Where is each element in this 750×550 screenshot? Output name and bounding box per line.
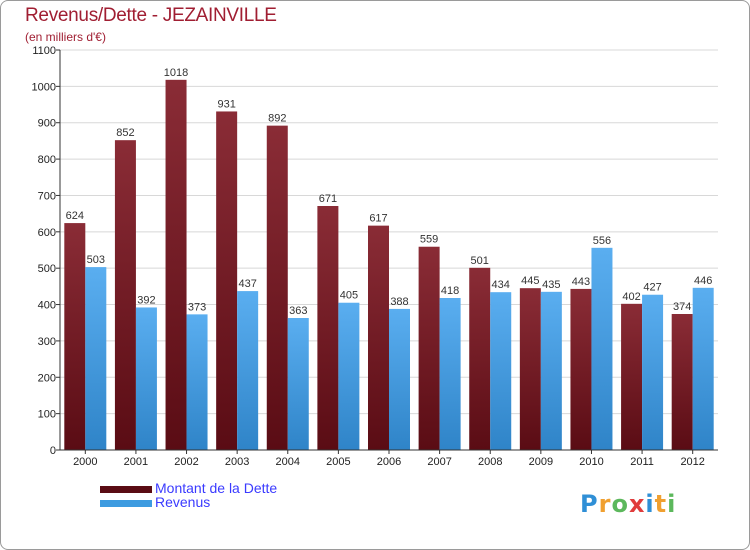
- data-label: 435: [542, 279, 560, 291]
- data-label: 402: [622, 291, 640, 303]
- x-tick-label: 2007: [427, 456, 451, 468]
- data-label: 437: [238, 278, 256, 290]
- bar-revenus: [85, 267, 107, 450]
- data-label: 1018: [164, 67, 188, 79]
- logo-letter: i: [667, 490, 677, 518]
- chart-subtitle: (en milliers d'€): [25, 30, 106, 44]
- bar-revenus: [439, 298, 461, 450]
- data-label: 931: [217, 98, 235, 110]
- data-label: 363: [289, 305, 307, 317]
- bar-revenus: [692, 287, 714, 450]
- bar-dette: [621, 303, 643, 450]
- x-tick-label: 2002: [174, 456, 198, 468]
- bar-dette: [368, 225, 389, 450]
- y-tick-label: 900: [38, 118, 56, 130]
- bars: [64, 79, 714, 451]
- y-tick-label: 1100: [32, 45, 56, 57]
- logo-letter: r: [598, 490, 612, 518]
- chart-title: Revenus/Dette - JEZAINVILLE: [25, 5, 277, 26]
- data-label: 892: [268, 113, 286, 125]
- bar-revenus: [287, 318, 309, 450]
- y-tick-label: 600: [38, 227, 56, 239]
- bar-dette: [114, 140, 136, 450]
- x-tick-label: 2003: [225, 456, 249, 468]
- data-label: 671: [319, 193, 337, 205]
- bar-dette: [671, 314, 693, 450]
- logo-letter: i: [645, 490, 655, 518]
- data-label: 446: [694, 275, 712, 287]
- x-tick-label: 2009: [529, 456, 553, 468]
- data-label: 556: [593, 235, 611, 247]
- bar-dette: [469, 267, 491, 450]
- x-tick-label: 2005: [326, 456, 350, 468]
- legend-swatch-debt: [100, 486, 152, 493]
- data-label: 392: [137, 294, 155, 306]
- data-label: 443: [572, 276, 590, 288]
- y-tick-label: 100: [38, 409, 56, 421]
- data-label: 388: [390, 296, 408, 308]
- bar-revenus: [490, 292, 512, 450]
- axes: 0 100 200 300 400 500 600 700 800 900 1000 1100 2000…: [32, 45, 718, 468]
- bar-dette: [317, 206, 339, 450]
- logo-letter: P: [580, 490, 599, 518]
- data-label: 617: [369, 213, 387, 225]
- data-label: 418: [441, 285, 459, 297]
- bar-revenus: [135, 307, 157, 450]
- logo-letter: o: [611, 490, 629, 518]
- data-label: 503: [87, 254, 105, 266]
- data-label: 445: [521, 275, 539, 287]
- bar-revenus: [186, 314, 208, 450]
- data-label: 373: [188, 301, 206, 313]
- y-tick-label: 300: [38, 336, 56, 348]
- logo-letter: t: [654, 490, 668, 518]
- legend-label-revenus: Revenus: [155, 494, 211, 510]
- y-tick-label: 500: [38, 263, 56, 275]
- data-label: 427: [643, 282, 661, 294]
- proxiti-logo: Proxiti: [580, 490, 676, 518]
- x-tick-label: 2012: [680, 456, 704, 468]
- bar-revenus: [591, 247, 613, 450]
- bar-dette: [266, 125, 288, 451]
- logo-letter: x: [628, 490, 646, 518]
- bar-dette: [570, 288, 592, 450]
- bar-dette: [418, 246, 440, 450]
- x-tick-label: 2008: [478, 456, 502, 468]
- y-tick-label: 200: [38, 372, 56, 384]
- x-tick-label: 2000: [73, 456, 97, 468]
- x-tick-label: 2004: [276, 456, 300, 468]
- bar-revenus: [237, 291, 259, 450]
- bar-revenus: [642, 294, 664, 450]
- y-tick-label: 400: [38, 300, 56, 312]
- y-tick-label: 0: [50, 445, 56, 457]
- data-label: 852: [116, 127, 134, 139]
- x-tick-label: 2011: [630, 456, 654, 468]
- bar-revenus: [338, 302, 360, 450]
- data-label: 624: [66, 210, 84, 222]
- y-tick-label: 1000: [32, 81, 56, 93]
- bar-revenus: [540, 291, 562, 450]
- x-tick-label: 2006: [377, 456, 401, 468]
- bar-dette: [216, 111, 238, 451]
- x-tick-label: 2001: [124, 456, 148, 468]
- legend-swatch-revenus: [100, 500, 152, 507]
- bar-dette: [64, 223, 86, 450]
- bar-dette: [165, 79, 187, 451]
- legend-label-debt: Montant de la Dette: [155, 480, 278, 496]
- data-label: 559: [420, 234, 438, 246]
- data-label: 374: [673, 301, 691, 313]
- data-label: 405: [340, 290, 358, 302]
- data-label: 434: [492, 279, 510, 291]
- bar-dette: [519, 288, 541, 450]
- data-label: 501: [471, 255, 489, 267]
- data-labels: 624 503 852 392 1018 373 931 437 892 363 671 405 617…: [66, 67, 713, 317]
- x-tick-label: 2010: [579, 456, 603, 468]
- y-tick-label: 700: [38, 190, 56, 202]
- bar-revenus: [389, 308, 410, 450]
- y-tick-label: 800: [38, 154, 56, 166]
